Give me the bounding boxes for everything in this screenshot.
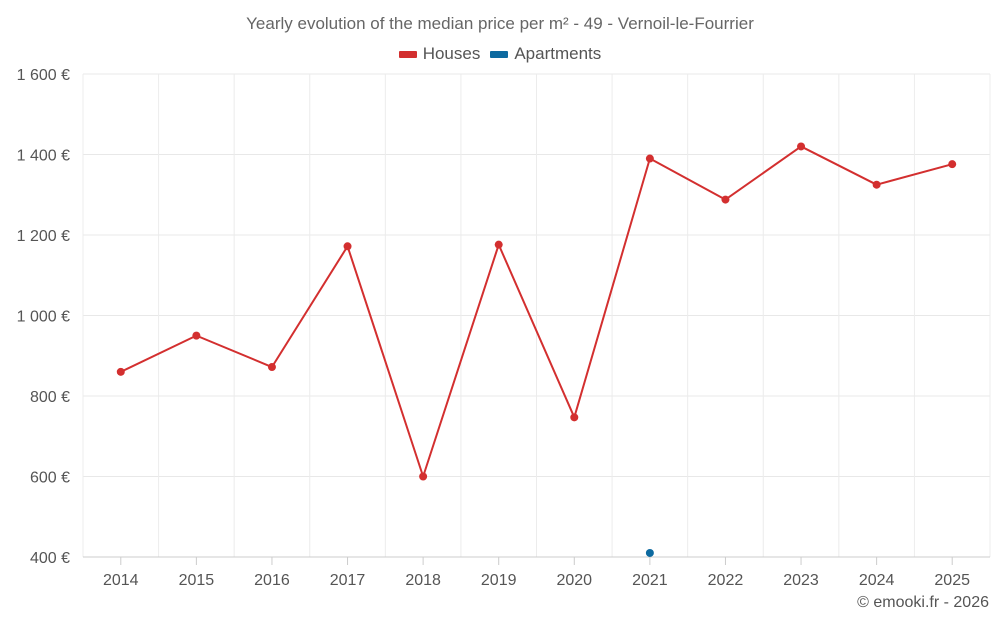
- y-tick-label: 600 €: [30, 470, 70, 487]
- data-point-houses[interactable]: [948, 160, 957, 169]
- data-point-houses[interactable]: [343, 242, 352, 251]
- data-point-houses[interactable]: [419, 472, 428, 481]
- legend-swatch-houses: [398, 50, 417, 58]
- y-tick-label: 800 €: [30, 389, 70, 406]
- legend-label-houses: Houses: [422, 44, 481, 63]
- data-point-houses[interactable]: [494, 240, 503, 249]
- axes: 400 € 600 € 800 € 1 000 € 1 200 € 1 400 € 1 60…: [17, 67, 990, 589]
- data-point-houses[interactable]: [797, 142, 806, 151]
- x-tick-label: 2019: [481, 572, 517, 589]
- legend: Houses Apartments: [0, 44, 1000, 64]
- x-tick-label: 2016: [254, 572, 290, 589]
- x-tick-label: 2024: [859, 572, 895, 589]
- y-tick-label: 1 400 €: [17, 148, 70, 165]
- credit-text: © emooki.fr - 2026: [857, 594, 989, 611]
- x-tick-label: 2023: [783, 572, 819, 589]
- legend-item-apartments[interactable]: Apartments: [490, 44, 601, 64]
- x-tick-label: 2014: [103, 572, 139, 589]
- y-tick-label: 400 €: [30, 550, 70, 567]
- y-tick-label: 1 000 €: [17, 309, 70, 326]
- x-tick-label: 2022: [708, 572, 744, 589]
- x-tick-label: 2017: [330, 572, 366, 589]
- data-point-houses[interactable]: [192, 331, 201, 340]
- data-point-houses[interactable]: [721, 195, 730, 204]
- series-line-houses: [120, 145, 953, 478]
- y-tick-label: 1 200 €: [17, 228, 70, 245]
- legend-item-houses[interactable]: Houses: [398, 44, 481, 64]
- legend-swatch-apartments: [490, 50, 509, 58]
- data-point-houses[interactable]: [872, 180, 881, 189]
- grid: [82, 73, 991, 557]
- x-tick-label: 2021: [632, 572, 668, 589]
- y-tick-label: 1 600 €: [17, 67, 70, 84]
- data-point-houses[interactable]: [267, 363, 276, 372]
- series: [116, 142, 957, 557]
- x-tick-label: 2018: [405, 572, 441, 589]
- data-point-houses[interactable]: [570, 413, 579, 422]
- data-point-houses[interactable]: [116, 367, 125, 376]
- x-tick-label: 2025: [934, 572, 970, 589]
- data-point-houses[interactable]: [645, 154, 654, 163]
- x-tick-label: 2015: [179, 572, 215, 589]
- legend-label-apartments: Apartments: [514, 44, 602, 63]
- data-point-apartments[interactable]: [645, 548, 654, 557]
- chart-title: Yearly evolution of the median price per…: [246, 14, 754, 33]
- x-tick-label: 2020: [556, 572, 592, 589]
